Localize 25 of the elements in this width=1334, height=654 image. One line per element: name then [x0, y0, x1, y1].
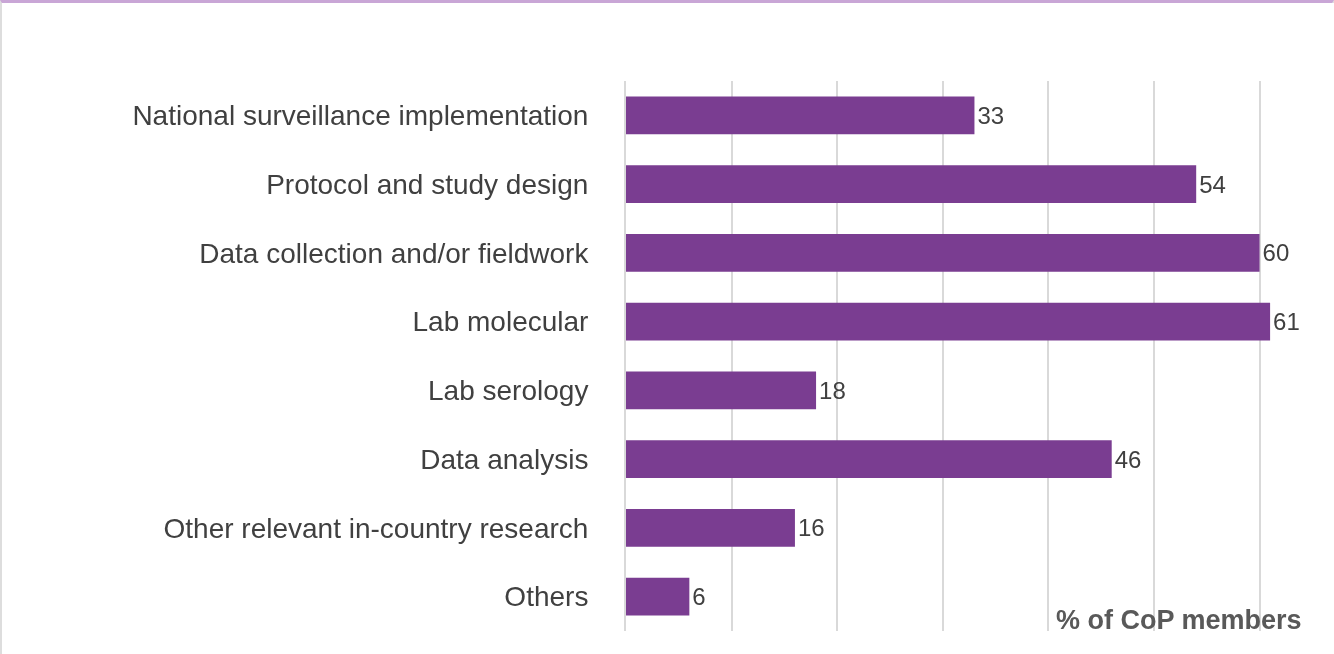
bar — [626, 233, 1260, 272]
y-tick-label: National surveillance implementation — [132, 100, 589, 132]
data-label: 16 — [797, 514, 825, 542]
y-tick-label: Data collection and/or fieldwork — [199, 237, 590, 269]
bar — [626, 371, 817, 410]
data-label: 60 — [1262, 239, 1290, 267]
data-label: 18 — [819, 376, 846, 404]
bar — [626, 165, 1197, 204]
bar — [626, 302, 1271, 341]
y-tick-label: Lab molecular — [412, 306, 589, 338]
y-tick-label: Other relevant in-country research — [163, 512, 589, 544]
x-axis-title: % of CoP members — [1056, 605, 1302, 635]
bar — [626, 508, 795, 547]
bar — [626, 96, 975, 135]
bar — [626, 440, 1112, 479]
y-tick-label: Lab serology — [428, 375, 589, 407]
y-tick-label: Protocol and study design — [266, 168, 589, 200]
data-label: 33 — [977, 101, 1005, 129]
data-label: 46 — [1114, 445, 1142, 473]
y-tick-label: Others — [504, 581, 589, 613]
data-label: 61 — [1273, 308, 1300, 336]
data-label: 54 — [1199, 170, 1226, 198]
data-label: 6 — [692, 583, 706, 611]
bar — [626, 577, 690, 616]
y-tick-label: Data analysis — [420, 443, 589, 475]
